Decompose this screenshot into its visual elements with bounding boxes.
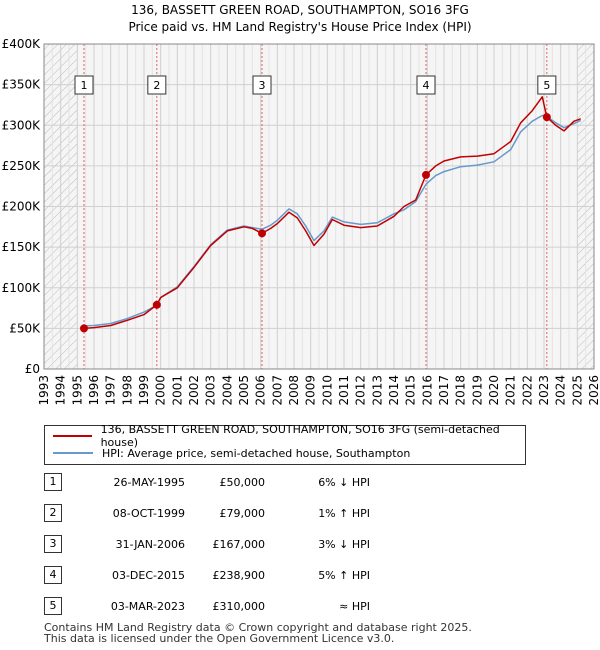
plot-frame <box>43 43 595 370</box>
y-tick-label: £400K <box>2 37 42 51</box>
footer-licence: This data is licensed under the Open Gov… <box>44 632 395 645</box>
sale-number-label: 2 <box>153 79 160 92</box>
x-tick-label: 2014 <box>387 375 401 406</box>
sale-point <box>542 113 551 122</box>
x-tick-label: 2011 <box>337 375 351 406</box>
x-tick-label: 2009 <box>304 375 318 406</box>
x-tick-label: 2019 <box>470 375 484 406</box>
sale-hpi-diff: 6% ↓ HPI <box>318 476 370 489</box>
table-row: 1 26-MAY-1995 £50,000 6% ↓ HPI <box>0 470 600 496</box>
sale-price: £50,000 <box>219 476 266 489</box>
sale-number-label: 1 <box>81 79 88 92</box>
x-tick-label: 2020 <box>487 375 501 406</box>
sale-badge: 1 <box>44 473 62 491</box>
legend-item-property: 136, BASSETT GREEN ROAD, SOUTHAMPTON, SO… <box>53 423 525 449</box>
x-tick-label: 2006 <box>254 375 268 406</box>
table-row: 3 31-JAN-2006 £167,000 3% ↓ HPI <box>0 532 600 558</box>
x-tick-label: 1995 <box>70 375 84 406</box>
x-tick-label: 2017 <box>437 375 451 406</box>
x-tick-label: 1996 <box>87 375 101 406</box>
x-tick-label: 1993 <box>37 375 51 406</box>
sale-date: 31-JAN-2006 <box>115 538 185 551</box>
x-tick-label: 2002 <box>187 375 201 406</box>
x-tick-label: 1994 <box>54 375 68 406</box>
sale-badge: 2 <box>44 504 62 522</box>
x-tick-label: 2024 <box>554 375 568 406</box>
x-tick-label: 2010 <box>320 375 334 406</box>
chart-title: 136, BASSETT GREEN ROAD, SOUTHAMPTON, SO… <box>131 3 469 17</box>
table-row: 4 03-DEC-2015 £238,900 5% ↑ HPI <box>0 563 600 589</box>
y-tick-label: £150K <box>2 240 42 254</box>
sale-price: £167,000 <box>212 538 266 551</box>
price-chart: 136, BASSETT GREEN ROAD, SOUTHAMPTON, SO… <box>2 3 600 406</box>
x-tick-label: 2005 <box>237 375 251 406</box>
footer-copyright: Contains HM Land Registry data © Crown c… <box>44 621 472 634</box>
sale-price: £79,000 <box>219 507 266 520</box>
sale-number-box <box>74 75 94 95</box>
chart-subtitle: Price paid vs. HM Land Registry's House … <box>128 20 471 34</box>
legend-label-property: 136, BASSETT GREEN ROAD, SOUTHAMPTON, SO… <box>100 423 500 449</box>
x-tick-label: 2004 <box>220 375 234 406</box>
sale-number-label: 4 <box>423 79 430 92</box>
sale-number-box <box>537 75 557 95</box>
x-tick-label: 2016 <box>420 375 434 406</box>
sale-point <box>258 229 266 238</box>
sale-number-label: 3 <box>259 79 266 92</box>
y-tick-label: £200K <box>2 200 42 214</box>
x-tick-label: 2012 <box>354 375 368 406</box>
sale-number-box <box>147 75 167 95</box>
sale-point <box>422 170 430 179</box>
sale-number-box <box>252 75 272 95</box>
legend: 136, BASSETT GREEN ROAD, SOUTHAMPTON, SO… <box>44 423 526 465</box>
y-tick-label: £100K <box>2 281 42 295</box>
sale-badge: 4 <box>44 566 62 584</box>
x-tick-label: 2003 <box>204 375 218 406</box>
x-tick-label: 2026 <box>587 375 600 406</box>
x-tick-label: 2021 <box>504 375 518 406</box>
sale-badge: 3 <box>44 535 62 553</box>
sale-point <box>80 324 88 333</box>
sale-hpi-diff: 3% ↓ HPI <box>318 538 370 551</box>
legend-item-hpi: HPI: Average price, semi-detached house,… <box>53 445 410 461</box>
property-price-line <box>83 96 581 330</box>
sale-badge: 5 <box>44 597 62 615</box>
legend-swatch-hpi <box>53 452 93 454</box>
sale-date: 08-OCT-1999 <box>112 507 185 520</box>
table-row: 2 08-OCT-1999 £79,000 1% ↑ HPI <box>0 501 600 527</box>
x-tick-label: 2022 <box>520 375 534 406</box>
x-tick-label: 2007 <box>270 375 284 406</box>
sale-price: £238,900 <box>212 569 266 582</box>
y-tick-label: £300K <box>2 118 42 132</box>
x-tick-label: 2013 <box>370 375 384 406</box>
sale-hpi-diff: ≈ HPI <box>339 600 370 613</box>
sale-date: 03-MAR-2023 <box>110 600 185 613</box>
x-tick-label: 1998 <box>120 375 134 406</box>
legend-swatch-property <box>53 435 92 437</box>
legend-label-hpi: HPI: Average price, semi-detached house,… <box>102 446 411 460</box>
sale-date: 26-MAY-1995 <box>113 476 185 489</box>
x-tick-label: 2025 <box>570 375 584 406</box>
y-tick-label: £0 <box>25 362 40 376</box>
x-tick-label: 1997 <box>104 375 118 406</box>
x-tick-label: 2000 <box>154 375 168 406</box>
sale-point <box>152 300 161 309</box>
table-row: 5 03-MAR-2023 £310,000 ≈ HPI <box>0 594 600 620</box>
x-tick-label: 1999 <box>137 375 151 406</box>
sale-hpi-diff: 1% ↑ HPI <box>318 507 370 520</box>
x-tick-label: 2008 <box>287 375 301 406</box>
y-tick-label: £50K <box>9 321 41 335</box>
sale-date: 03-DEC-2015 <box>111 569 185 582</box>
x-tick-label: 2015 <box>404 375 418 406</box>
sale-number-box <box>416 75 436 95</box>
x-tick-label: 2023 <box>537 375 551 406</box>
y-tick-label: £350K <box>2 78 42 92</box>
sale-hpi-diff: 5% ↑ HPI <box>318 569 370 582</box>
x-tick-label: 2018 <box>454 375 468 406</box>
sale-number-label: 5 <box>543 79 550 92</box>
sale-price: £310,000 <box>212 600 266 613</box>
x-tick-label: 2001 <box>170 375 184 406</box>
y-tick-label: £250K <box>2 159 42 173</box>
footer: Contains HM Land Registry data © Crown c… <box>44 622 472 644</box>
